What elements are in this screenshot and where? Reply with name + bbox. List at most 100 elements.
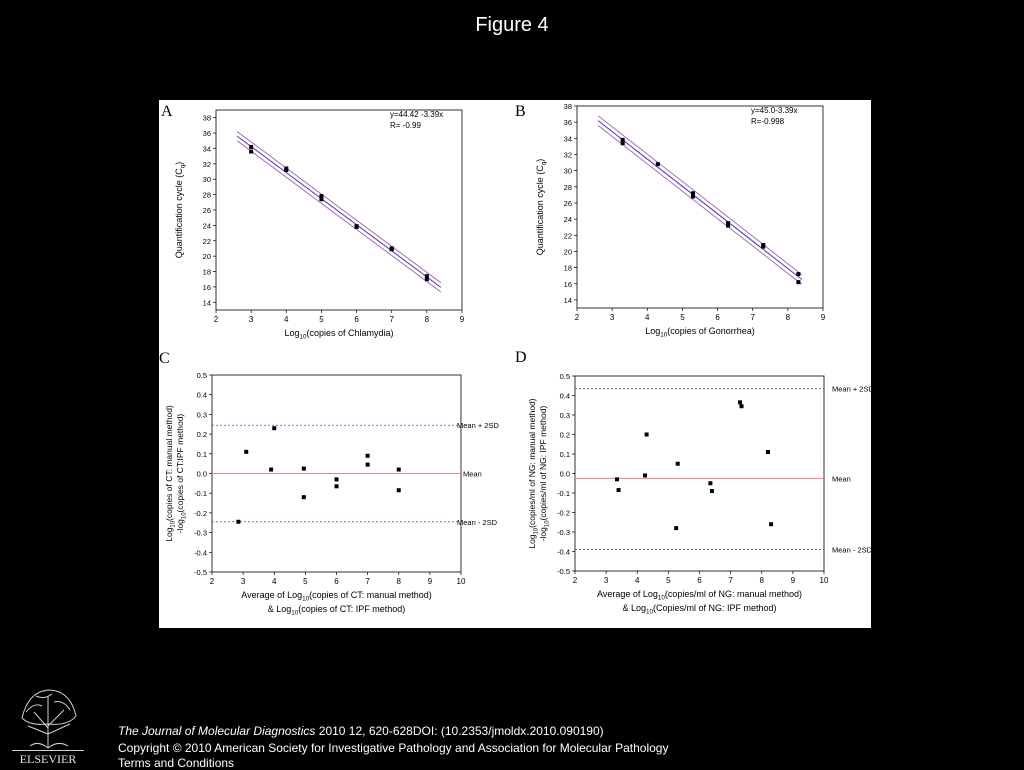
mean-label: Mean [832, 474, 851, 483]
y-tick-label: 26 [203, 206, 211, 215]
panel-label: D [515, 349, 527, 366]
y-tick-label: -0.2 [194, 509, 207, 518]
y-tick-label: -0.1 [194, 489, 207, 498]
terms-and-conditions-link[interactable]: Terms and Conditions [118, 756, 235, 770]
confidence-line [236, 140, 442, 293]
data-point [244, 449, 249, 454]
y-tick-label: 0.2 [560, 431, 570, 440]
y-tick-label: -0.5 [557, 567, 570, 576]
x-tick-label: 5 [319, 315, 324, 324]
panel-label: C [159, 350, 170, 367]
data-point [709, 489, 714, 494]
y-tick-label: 14 [564, 296, 572, 305]
data-point [620, 137, 625, 142]
data-point [396, 488, 401, 493]
data-point [655, 162, 660, 167]
citation-details: 2010 12, 620-628DOI: (10.2353/jmoldx.201… [315, 724, 604, 738]
data-point [708, 481, 713, 486]
y-tick-label: 32 [203, 160, 211, 169]
confidence-line [597, 125, 803, 285]
y-tick-label: 18 [203, 268, 211, 277]
data-point [726, 223, 731, 228]
y-tick-label: 38 [564, 102, 572, 111]
x-tick-label: 3 [610, 313, 615, 322]
y-tick-label: 28 [203, 191, 211, 200]
data-point [616, 488, 621, 493]
lower-2sd-label: Mean - 2SD [832, 546, 871, 555]
x-tick-label: 7 [728, 576, 733, 585]
y-tick-label: -0.4 [557, 548, 570, 557]
x-tick-label: 9 [428, 577, 433, 586]
data-point [365, 453, 370, 458]
y-tick-label: -0.3 [194, 529, 207, 538]
lower-2sd-label: Mean - 2SD [457, 518, 498, 527]
data-point [765, 450, 770, 455]
data-point [675, 461, 680, 466]
data-point [643, 473, 648, 478]
confidence-line [597, 115, 803, 276]
x-tick-label: 8 [397, 577, 402, 586]
data-point [620, 141, 625, 146]
y-tick-label: 32 [564, 150, 572, 159]
y-tick-label: 14 [203, 298, 211, 307]
x-tick-label: 2 [210, 577, 215, 586]
y-tick-label: 0.3 [560, 411, 570, 420]
y-tick-label: 16 [203, 283, 211, 292]
data-point [737, 400, 742, 405]
y-tick-label: 26 [564, 199, 572, 208]
x-tick-label: 2 [573, 576, 578, 585]
data-point [739, 404, 744, 409]
data-point [615, 477, 620, 482]
x-tick-label: 4 [284, 315, 289, 324]
data-point [319, 197, 324, 202]
panel-label: B [515, 103, 526, 120]
y-tick-label: 22 [203, 237, 211, 246]
y-tick-label: 0.2 [197, 430, 207, 439]
elsevier-logo: ELSEVIER [8, 682, 88, 766]
y-tick-label: 18 [564, 264, 572, 273]
citation: The Journal of Molecular Diagnostics 201… [118, 725, 604, 738]
x-tick-label: 6 [715, 313, 720, 322]
x-tick-label: 3 [604, 576, 609, 585]
x-tick-label: 6 [354, 315, 359, 324]
y-tick-label: -0.3 [557, 528, 570, 537]
elsevier-logo-text: ELSEVIER [20, 752, 77, 766]
data-point [761, 244, 766, 249]
y-tick-label: 0.3 [197, 410, 207, 419]
x-tick-label: 10 [820, 576, 829, 585]
x-tick-label: 4 [272, 577, 277, 586]
y-tick-label: 0.5 [560, 372, 570, 381]
y-tick-label: 0.4 [560, 392, 570, 401]
data-point [726, 221, 731, 226]
y-tick-label: 24 [564, 215, 572, 224]
y-tick-label: 30 [203, 175, 211, 184]
data-point [301, 495, 306, 500]
upper-2sd-label: Mean + 2SD [457, 421, 499, 430]
y-tick-label: 30 [564, 167, 572, 176]
data-point [796, 280, 801, 285]
y-axis-label-line1: Log10(copies/ml of NG: manual method) [527, 398, 540, 548]
x-tick-label: 7 [365, 577, 370, 586]
page-title: Figure 4 [475, 14, 549, 36]
y-axis-label-line2: -log10(copies of CT:IPF method) [175, 414, 188, 534]
y-tick-label: -0.1 [557, 489, 570, 498]
x-tick-label: 9 [791, 576, 796, 585]
y-axis-label-line2: -log10(copies/ml of NG: IPF method) [538, 406, 551, 542]
y-tick-label: 34 [564, 134, 572, 143]
y-tick-label: 20 [564, 247, 572, 256]
panel-d: D 2 3 4 5 6 7 8 9 10 -0.5 -0.4 -0.3 -0.2 -0.1 0.0 0.1 0.2… [515, 349, 871, 585]
x-tick-label: 8 [425, 315, 430, 324]
panel-c: C 2 3 4 5 6 7 8 9 10 -0.5 -0.4 -0.3 -0.2 -0.1 0.0 0.1 0.2… [159, 350, 499, 586]
x-tick-label: 7 [750, 313, 755, 322]
y-tick-label: 0.5 [197, 371, 207, 380]
confidence-line [236, 131, 442, 284]
x-tick-label: 6 [334, 577, 339, 586]
y-tick-label: 34 [203, 144, 211, 153]
y-tick-label: 38 [203, 114, 211, 123]
regression-line [597, 120, 803, 280]
regression-line [236, 135, 442, 288]
data-point [424, 277, 429, 282]
data-point [769, 522, 774, 527]
equation-label: y=44.42 -3.39x [390, 110, 443, 119]
